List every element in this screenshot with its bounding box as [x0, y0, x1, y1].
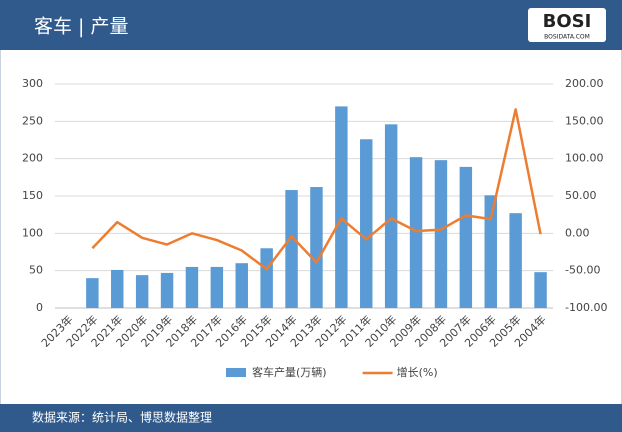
bar [135, 275, 149, 308]
y-tick-label: 200 [22, 152, 43, 165]
bar [360, 139, 373, 308]
legend-label: 客车产量(万辆) [252, 365, 327, 379]
bar [285, 190, 298, 308]
bar [534, 272, 547, 308]
footer [0, 404, 622, 432]
y2-tick-label: 150.00 [565, 114, 604, 127]
y2-tick-label: -100.00 [565, 301, 607, 314]
bar [434, 160, 448, 308]
source: 数据来源：统计局、博思数据整理 [32, 410, 212, 425]
y2-tick-label: 0.00 [565, 226, 590, 239]
logo-sub: BOSIDATA.COM [544, 34, 590, 41]
legend-swatch [226, 368, 246, 377]
y-tick-label: 250 [22, 114, 43, 127]
bar [260, 248, 273, 308]
bar [409, 157, 423, 308]
bar [509, 213, 522, 308]
y-tick-label: 150 [22, 189, 43, 202]
header [0, 0, 622, 50]
bar [484, 195, 497, 308]
logo-box [528, 8, 606, 42]
bar [111, 269, 124, 308]
y2-tick-label: -50.00 [565, 264, 600, 277]
bar [185, 266, 199, 308]
y2-tick-label: 50.00 [565, 189, 597, 202]
bar [384, 124, 398, 308]
bar [310, 187, 323, 308]
bar [160, 272, 174, 308]
bar [210, 266, 224, 308]
legend-label: 增长(%) [397, 365, 438, 379]
y-tick-label: 300 [22, 77, 43, 90]
y-tick-label: 0 [36, 301, 43, 314]
y-tick-label: 50 [29, 264, 43, 277]
logo: BOSI [543, 11, 592, 32]
y2-tick-label: 100.00 [565, 152, 604, 165]
line [91, 108, 542, 271]
chart-title: 客车 | 产量 [34, 16, 128, 38]
bar [459, 166, 473, 308]
bar [335, 106, 348, 309]
bar [235, 263, 248, 308]
y-tick-label: 100 [22, 226, 43, 239]
y2-tick-label: 200.00 [565, 77, 604, 90]
bar [86, 278, 99, 308]
